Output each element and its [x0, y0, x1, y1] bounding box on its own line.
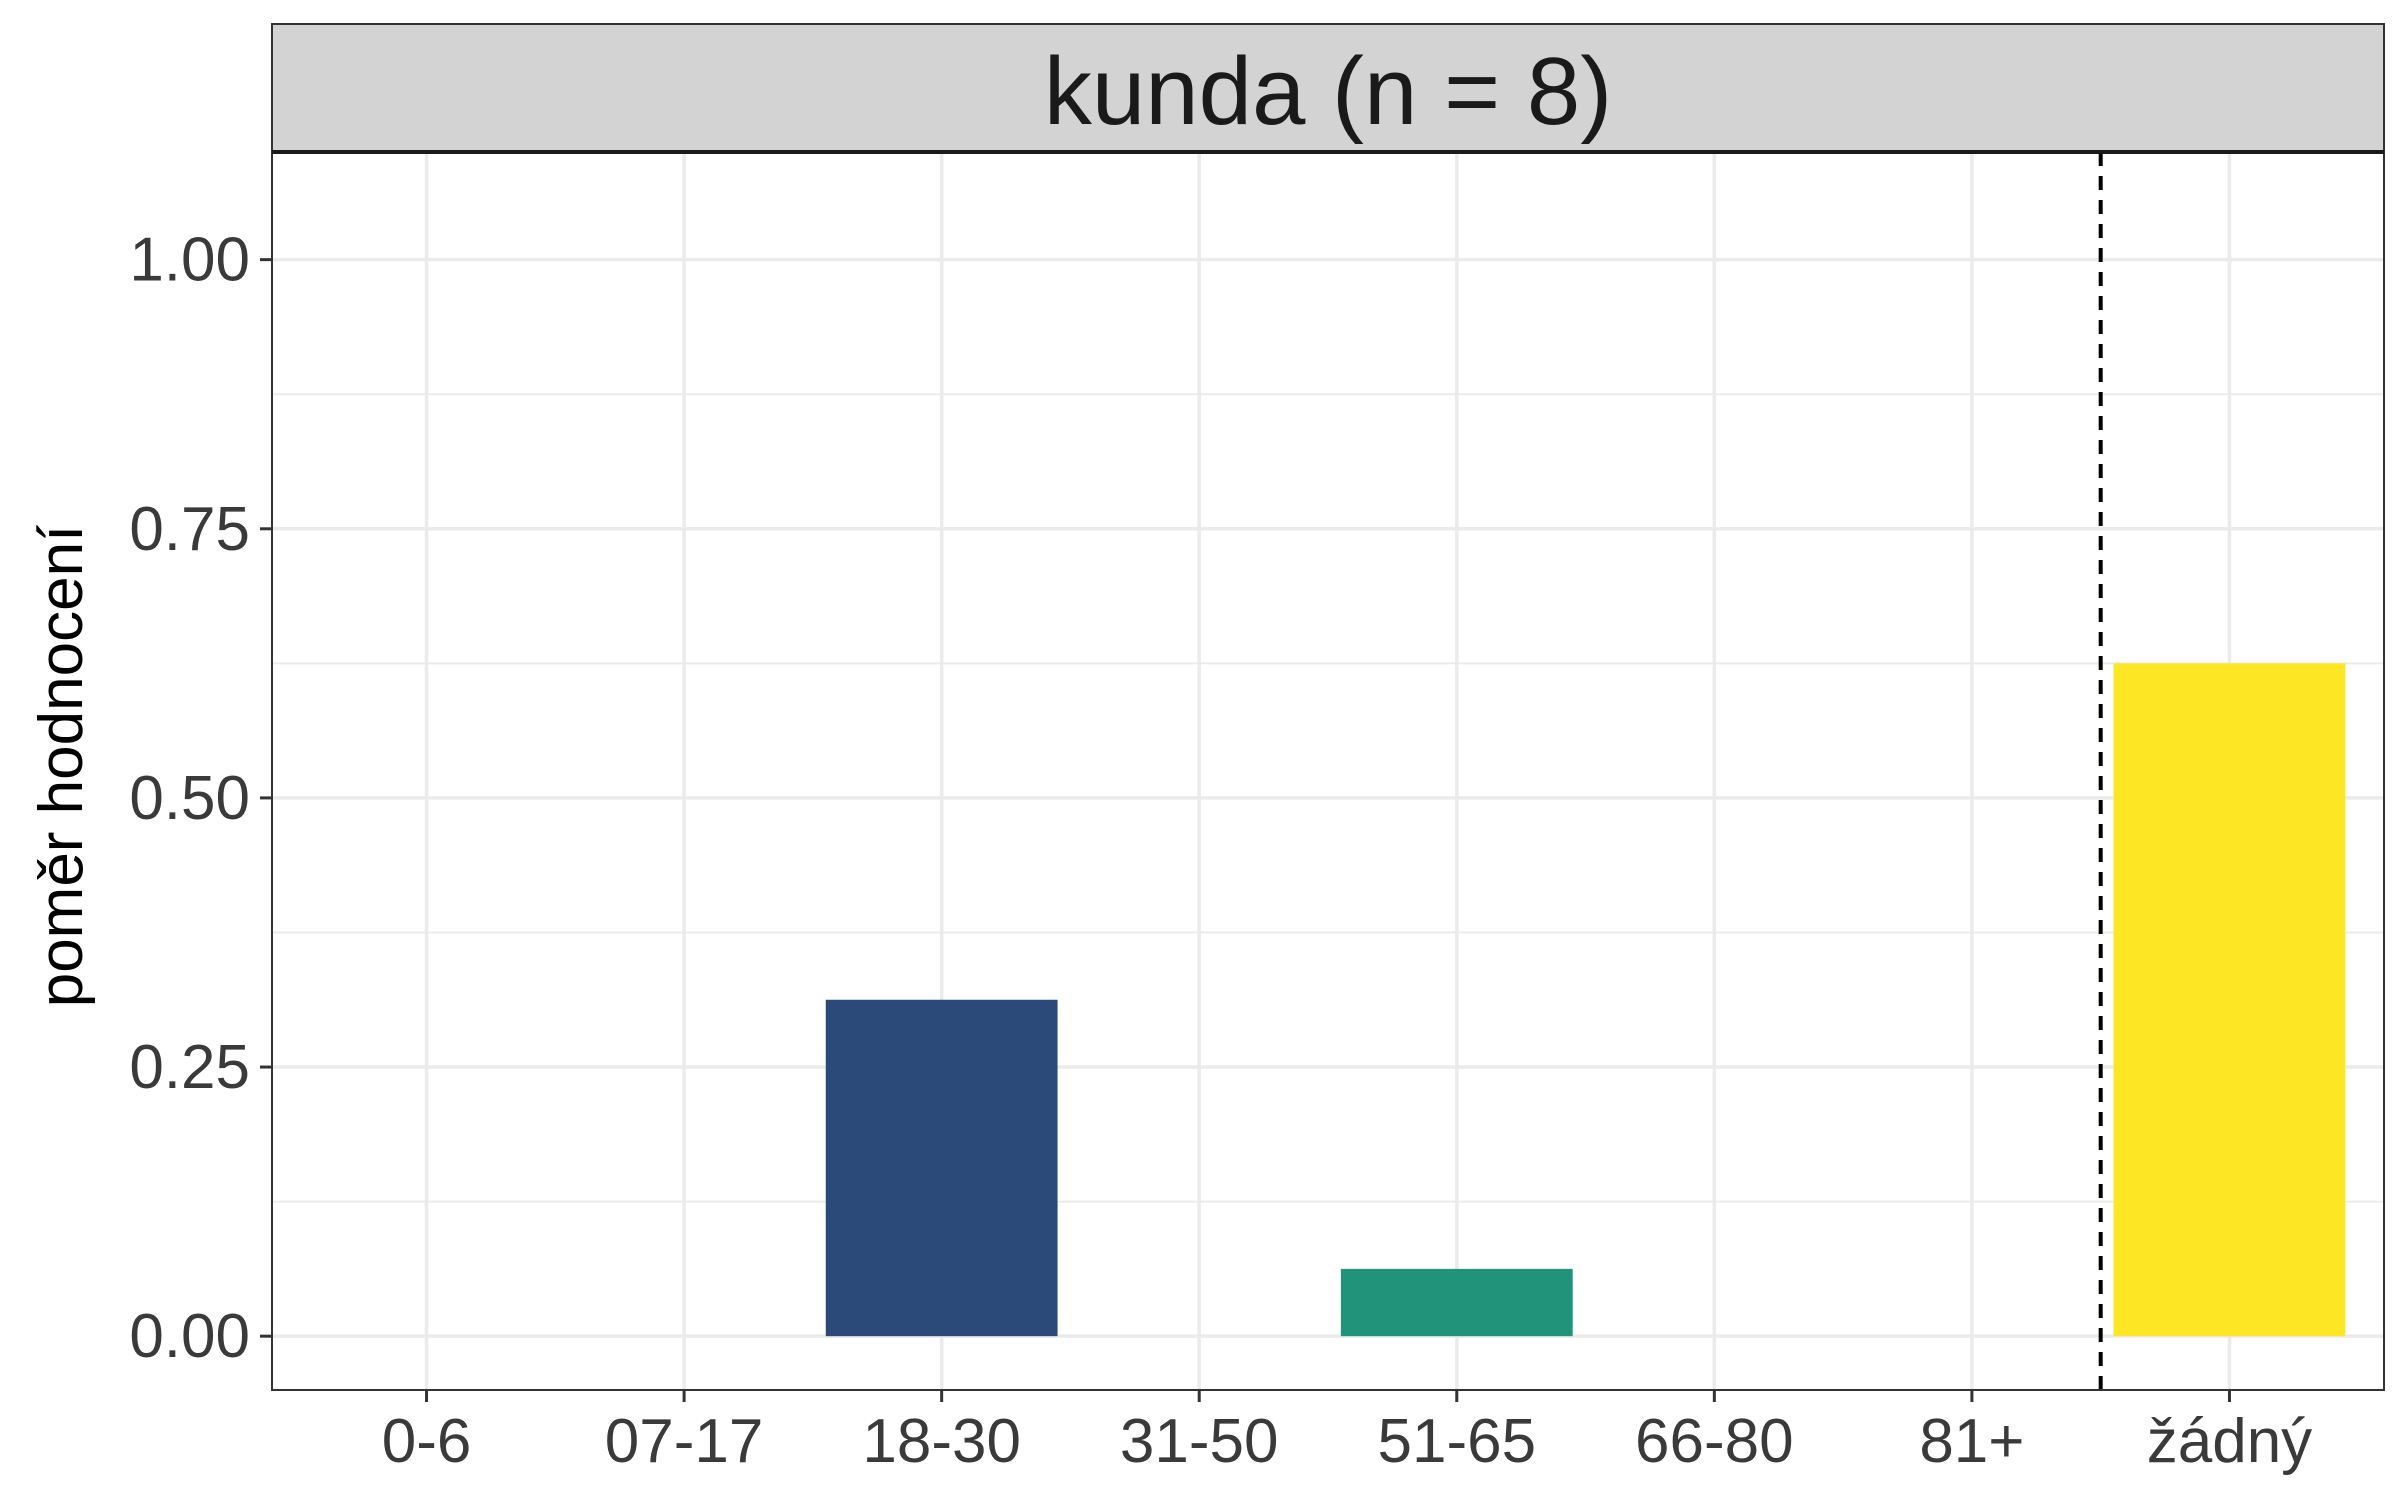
x-tick-label: 31-50 — [1120, 1407, 1279, 1476]
x-tick-label: 18-30 — [862, 1407, 1021, 1476]
chart-title: kunda (n = 8) — [1044, 38, 1612, 145]
x-tick-label: 07-17 — [605, 1407, 764, 1476]
x-tick-label: 0-6 — [382, 1407, 472, 1476]
y-tick-label: 1.00 — [129, 226, 250, 295]
minor-gridlines — [272, 393, 2384, 1203]
panel-border — [271, 151, 2385, 1391]
bars — [825, 663, 2346, 1337]
bar-51-65 — [1340, 1268, 1573, 1337]
y-tick-label: 0.00 — [129, 1302, 250, 1371]
bar-žádný — [2113, 663, 2346, 1337]
y-axis: 0.00 0.25 0.50 0.75 1.00 — [129, 226, 272, 1371]
x-tick-label: žádný — [2147, 1407, 2312, 1476]
x-tick-label: 66-80 — [1635, 1407, 1794, 1476]
y-axis-title: poměr hodnocení — [27, 525, 96, 1008]
x-axis: 0-6 07-17 18-30 31-50 51-65 66-80 81+ žádný — [382, 1390, 2312, 1476]
y-tick-label: 0.50 — [129, 764, 250, 833]
x-tick-label: 81+ — [1919, 1407, 2024, 1476]
y-tick-label: 0.25 — [129, 1033, 250, 1102]
facet-strip — [271, 23, 2385, 153]
major-gridlines — [272, 152, 2384, 1390]
x-tick-label: 51-65 — [1377, 1407, 1536, 1476]
y-tick-label: 0.75 — [129, 495, 250, 564]
bar-18-30 — [825, 999, 1058, 1337]
